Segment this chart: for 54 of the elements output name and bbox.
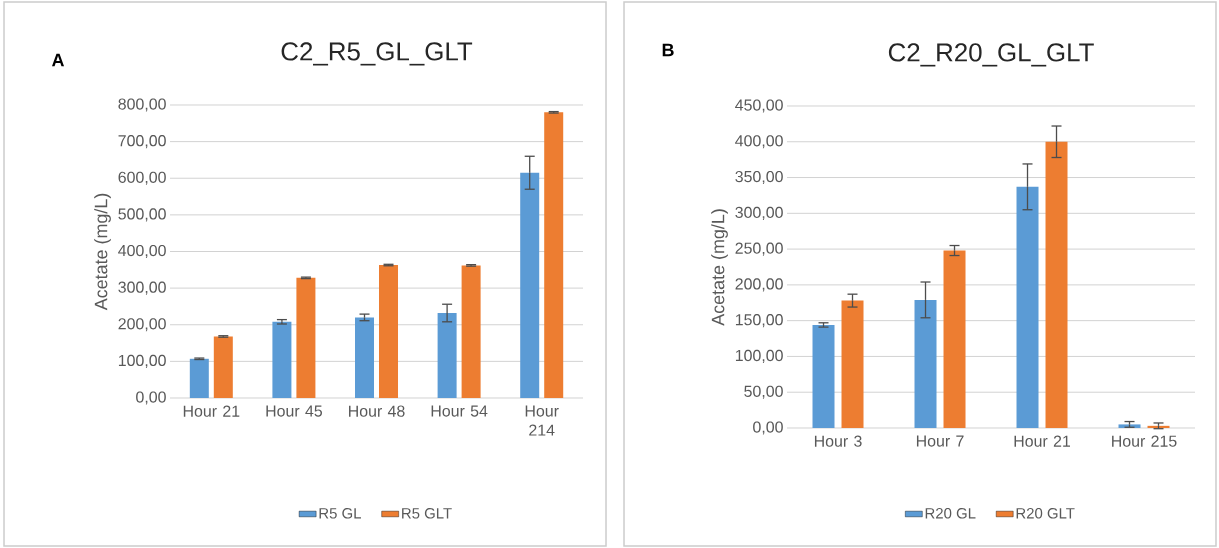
- bar: [914, 299, 937, 428]
- text: B: [662, 43, 674, 57]
- bar: [1016, 186, 1039, 428]
- y-tick-label: 250,00: [735, 242, 783, 256]
- bar: [520, 172, 540, 398]
- bar: [1045, 141, 1068, 428]
- x-tick-label: Hour 21: [183, 405, 240, 417]
- x-tick-label: Hour 21: [1014, 435, 1070, 447]
- legend-label: R5 GLT: [402, 508, 452, 519]
- bar: [189, 358, 209, 398]
- y-tick-label: 100,00: [735, 349, 783, 364]
- text: A: [51, 53, 65, 67]
- legend-label: R20 GL: [925, 508, 976, 519]
- legend-label: R20 GLT: [1016, 508, 1075, 519]
- legend-label: R5 GL: [319, 508, 361, 519]
- y-tick-label: 200,00: [735, 278, 783, 292]
- y-tick-label: 200,00: [118, 318, 166, 332]
- y-tick-label: 450,00: [735, 99, 783, 113]
- bar: [544, 112, 564, 398]
- y-tick-label: 300,00: [735, 206, 783, 220]
- bar: [437, 313, 457, 398]
- bar: [213, 336, 233, 398]
- y-axis-title: Acetate (mg/L): [711, 209, 728, 326]
- x-tick-label: Hour 45: [266, 405, 323, 417]
- y-tick-label: 150,00: [735, 314, 783, 328]
- y-tick-label: 500,00: [118, 208, 166, 222]
- y-tick-label: 700,00: [118, 135, 166, 149]
- bar: [296, 277, 316, 398]
- bar: [355, 317, 375, 398]
- y-tick-label: 800,00: [118, 98, 166, 112]
- x-tick-label: Hour 214: [525, 405, 559, 436]
- y-tick-label: 100,00: [118, 354, 166, 368]
- x-tick-label: Hour 3: [814, 435, 862, 447]
- y-tick-label: 350,00: [735, 170, 783, 185]
- x-tick-label: Hour 215: [1112, 435, 1177, 447]
- y-tick-label: 300,00: [118, 281, 166, 295]
- chart-title: C2_R20_GL_GLT: [888, 43, 1094, 67]
- y-axis-title: Acetate (mg/L): [94, 193, 111, 311]
- chart-title: C2_R5_GL_GLT: [281, 42, 473, 66]
- bar: [272, 321, 292, 398]
- y-tick-label: 0,00: [136, 391, 166, 405]
- y-tick-label: 400,00: [118, 244, 166, 259]
- bar: [943, 250, 966, 428]
- bar: [379, 265, 399, 398]
- x-tick-label: Hour 54: [431, 405, 488, 417]
- x-tick-label: Hour 7: [916, 435, 964, 447]
- bar: [841, 300, 864, 428]
- y-tick-label: 400,00: [735, 135, 783, 149]
- y-tick-label: 600,00: [118, 171, 166, 185]
- bar: [461, 265, 481, 398]
- x-tick-label: Hour 48: [349, 405, 405, 417]
- y-tick-label: 50,00: [744, 385, 783, 399]
- y-tick-label: 0,00: [753, 421, 783, 435]
- bar: [812, 324, 835, 428]
